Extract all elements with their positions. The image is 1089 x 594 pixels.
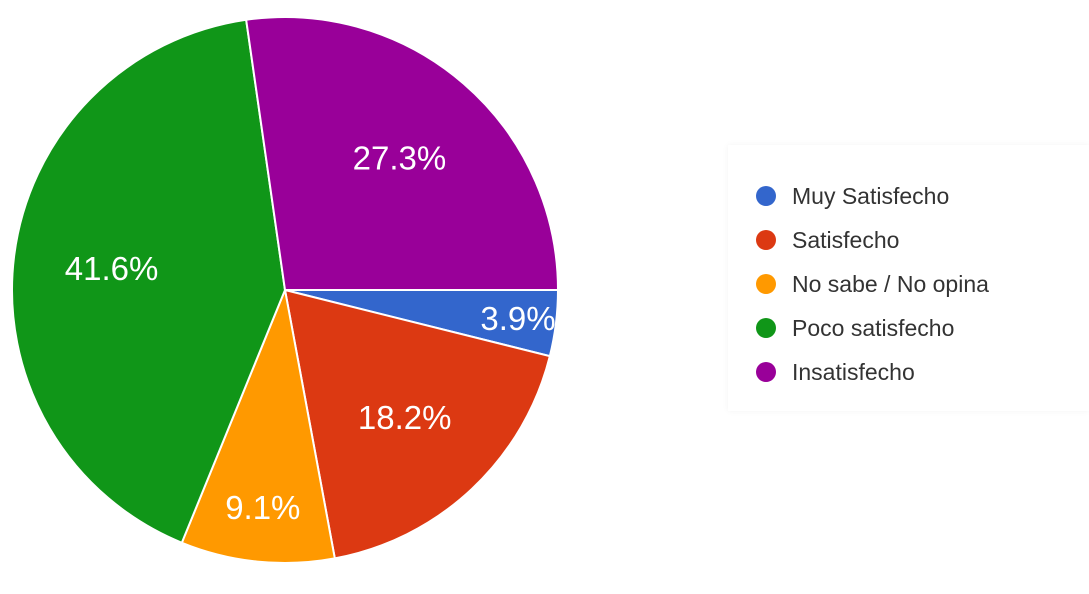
legend-item-no-sabe-no-opina[interactable]: No sabe / No opina <box>728 262 1089 306</box>
pie-slices <box>11 16 560 564</box>
legend-label: Insatisfecho <box>792 358 915 385</box>
legend-item-poco-satisfecho[interactable]: Poco satisfecho <box>728 306 1089 350</box>
legend-swatch-satisfecho <box>756 230 776 250</box>
legend-item-muy-satisfecho[interactable]: Muy Satisfecho <box>728 174 1089 218</box>
legend-swatch-insatisfecho <box>756 362 776 382</box>
pie-slice-labels: 3.9% 18.2% 9.1% 41.6% 27.3% <box>65 140 556 526</box>
legend-label: Poco satisfecho <box>792 314 955 341</box>
pie-slice-poco-satisfecho[interactable] <box>11 18 287 545</box>
chart-legend: Muy Satisfecho Satisfecho No sabe / No o… <box>728 145 1089 411</box>
legend-item-insatisfecho[interactable]: Insatisfecho <box>728 350 1089 394</box>
legend-label: Satisfecho <box>792 226 900 253</box>
pie-slice-label: 3.9% <box>480 300 555 337</box>
pie-slice-label: 41.6% <box>65 250 159 287</box>
legend-swatch-no-sabe-no-opina <box>756 274 776 294</box>
pie-slice-no-sabe-no-opina[interactable] <box>180 286 337 564</box>
pie-chart: 3.9% 18.2% 9.1% 41.6% 27.3% <box>11 16 560 564</box>
pie-slice-label: 9.1% <box>225 489 300 526</box>
legend-swatch-poco-satisfecho <box>756 318 776 338</box>
pie-slice-label: 18.2% <box>358 399 452 436</box>
legend-label: Muy Satisfecho <box>792 182 950 209</box>
legend-swatch-muy-satisfecho <box>756 186 776 206</box>
pie-slice-satisfecho[interactable] <box>283 288 552 560</box>
legend-label: No sabe / No opina <box>792 270 989 297</box>
legend-item-satisfecho[interactable]: Satisfecho <box>728 218 1089 262</box>
pie-slice-insatisfecho[interactable] <box>245 16 560 291</box>
pie-slice-label: 27.3% <box>353 140 447 177</box>
